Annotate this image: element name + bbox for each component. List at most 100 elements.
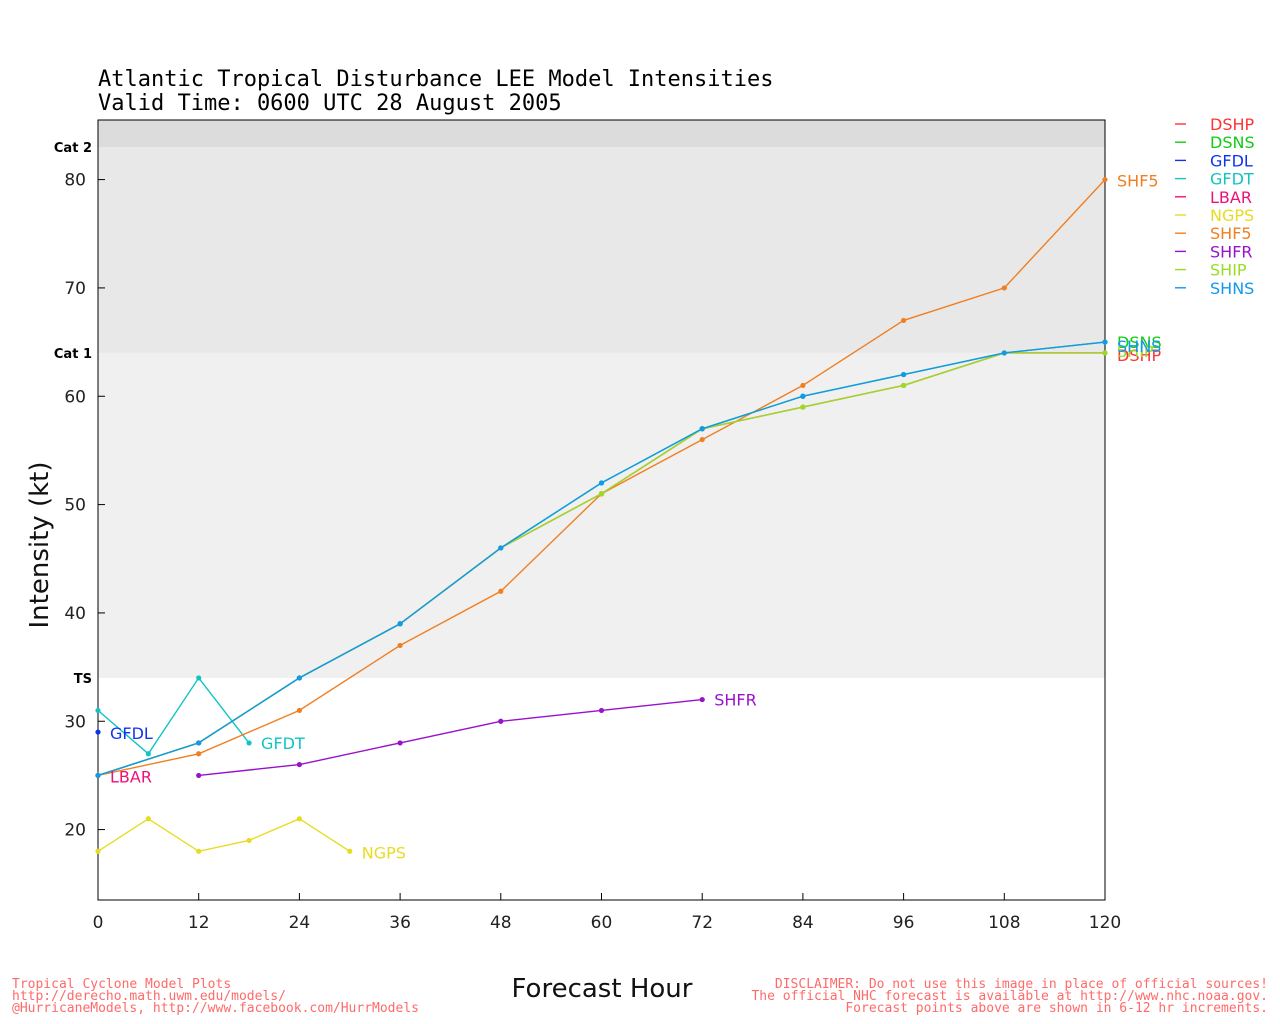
chart-title: Atlantic Tropical Disturbance LEE Model … <box>98 67 774 92</box>
footer-left-line-3: @HurricaneModels, http://www.facebook.co… <box>12 1001 419 1016</box>
data-point-shns <box>296 675 302 681</box>
y-tick-label: 50 <box>64 496 86 516</box>
legend-label: GFDT <box>1210 170 1254 189</box>
series-shfr <box>196 696 705 779</box>
legend-item-shns: SHNS <box>1175 279 1254 298</box>
y-axis-title: Intensity (kt) <box>25 462 55 629</box>
x-tick-label: 12 <box>188 913 210 933</box>
data-point-gfdl <box>95 729 101 735</box>
data-point-shfr <box>296 761 302 768</box>
data-point-ngps <box>347 848 353 854</box>
x-tick-label: 48 <box>490 913 512 933</box>
legend-label: SHFR <box>1210 242 1253 261</box>
legend-item-shf5: SHF5 <box>1175 224 1252 243</box>
end-label-ship: SHIP <box>1117 342 1154 361</box>
x-tick-label: 84 <box>792 913 814 933</box>
intensity-bands <box>98 120 1105 678</box>
end-label-shf5: SHF5 <box>1117 172 1159 191</box>
data-point-shns <box>95 772 101 779</box>
end-label-dshp: DSHP <box>1117 346 1162 365</box>
series-gfdt <box>95 675 252 757</box>
legend-item-dsns: DSNS <box>1175 133 1255 152</box>
legend-label: SHIP <box>1210 261 1247 280</box>
category-labels: TS Cat 1 Cat 2 <box>54 141 92 687</box>
data-point-shf5 <box>901 317 907 324</box>
end-label-gfdl: GFDL <box>110 724 153 743</box>
data-point-ship <box>1102 350 1108 356</box>
series-line-shfr <box>198 698 703 777</box>
legend-label: GFDL <box>1210 151 1253 170</box>
band-ts <box>98 352 1105 678</box>
x-tick-label: 0 <box>93 913 104 933</box>
data-point-shf5 <box>397 642 403 649</box>
end-label-ngps: NGPS <box>362 843 406 862</box>
y-tick-label: 40 <box>64 604 86 624</box>
data-point-shf5 <box>699 436 705 443</box>
data-point-ngps <box>296 816 302 822</box>
data-point-gfdt <box>145 751 151 757</box>
band-cat-2 <box>98 120 1105 148</box>
band-label-ts: TS <box>74 672 92 687</box>
footer-left: Tropical Cyclone Model Plots http://dere… <box>12 977 419 1016</box>
data-point-gfdt <box>196 675 202 681</box>
end-label-shfr: SHFR <box>714 691 757 710</box>
legend-label: NGPS <box>1210 206 1254 225</box>
data-point-shns <box>498 545 504 551</box>
footer-right-line-1: DISCLAIMER: Do not use this image in pla… <box>775 977 1268 992</box>
y-tick-label: 30 <box>64 712 86 732</box>
legend-item-ship: SHIP <box>1175 261 1247 280</box>
data-point-shns <box>800 393 806 399</box>
data-point-ngps <box>145 816 151 822</box>
legend-item-gfdl: GFDL <box>1175 151 1253 170</box>
y-tick-label: 20 <box>64 821 86 841</box>
legend-label: SHNS <box>1210 279 1254 298</box>
series-line-gfdt <box>97 676 250 755</box>
x-axis-title: Forecast Hour <box>512 974 693 1004</box>
data-point-ship <box>901 382 907 389</box>
x-tick-label: 72 <box>691 913 713 933</box>
data-point-ngps <box>196 848 202 854</box>
band-label-cat-2: Cat 2 <box>54 141 92 156</box>
x-tick-label: 120 <box>1089 913 1121 933</box>
data-point-shns <box>1001 350 1007 356</box>
band-cat-1 <box>98 147 1105 353</box>
data-point-shf5 <box>1102 176 1108 183</box>
data-point-shfr <box>699 696 705 703</box>
data-point-gfdt <box>246 740 252 746</box>
x-axis: 0 12 24 36 48 60 72 84 96 108 120 <box>93 893 1121 933</box>
series-ngps <box>95 816 353 854</box>
legend-label: LBAR <box>1210 188 1252 207</box>
data-point-shns <box>699 426 705 432</box>
x-tick-label: 24 <box>289 913 311 933</box>
x-tick-label: 96 <box>893 913 915 933</box>
x-tick-label: 36 <box>389 913 411 933</box>
series-group <box>95 176 1108 854</box>
end-label-dsns: DSNS <box>1117 333 1162 352</box>
footer-right: DISCLAIMER: Do not use this image in pla… <box>751 977 1268 1016</box>
data-point-shfr <box>397 740 403 746</box>
series-line-ngps <box>97 817 351 853</box>
footer-left-line-2: http://derecho.math.uwm.edu/models/ <box>12 989 286 1004</box>
data-point-shfr <box>598 707 605 714</box>
data-point-shns <box>598 480 605 486</box>
legend-item-lbar: LBAR <box>1175 188 1252 207</box>
series-gfdl <box>95 729 101 735</box>
data-point-shns <box>901 371 907 378</box>
data-point-shf5 <box>800 382 806 389</box>
end-label-gfdt: GFDT <box>261 734 305 753</box>
x-tick-label: 108 <box>988 913 1020 933</box>
data-point-ship <box>598 491 605 497</box>
end-label-shns: SHNS <box>1117 337 1161 356</box>
y-tick-label: 80 <box>64 171 86 191</box>
chart-subtitle: Valid Time: 0600 UTC 28 August 2005 <box>98 91 562 116</box>
data-point-shfr <box>498 718 504 724</box>
legend-item-gfdt: GFDT <box>1175 170 1254 189</box>
legend-item-dshp: DSHP <box>1175 115 1255 134</box>
data-point-shns <box>196 740 202 746</box>
data-point-shf5 <box>498 588 504 594</box>
legend-item-ngps: NGPS <box>1175 206 1254 225</box>
data-point-shns <box>1102 339 1108 345</box>
